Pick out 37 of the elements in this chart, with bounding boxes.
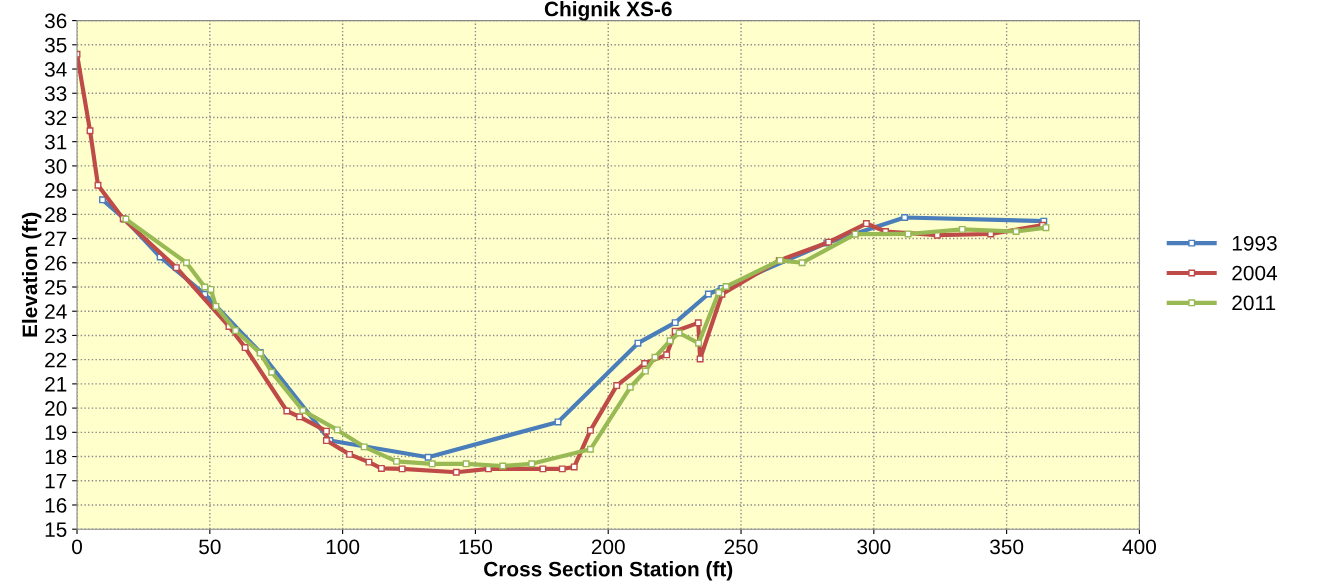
y-tick-label: 25 <box>45 280 67 295</box>
chart-title: Chignik XS-6 <box>544 1 672 21</box>
x-tick-label: 400 <box>1122 539 1156 555</box>
y-tick-label: 20 <box>45 401 67 416</box>
x-tick-label: 50 <box>199 539 221 555</box>
y-tick-label: 19 <box>45 425 67 441</box>
y-tick-label: 31 <box>44 134 67 150</box>
legend-label: 2011 <box>1232 295 1276 311</box>
y-tick-label: 26 <box>45 255 67 271</box>
y-tick-label: 15 <box>45 522 67 537</box>
x-tick-label: 150 <box>459 539 492 555</box>
y-tick-label: 21 <box>45 376 67 392</box>
y-tick-label: 36 <box>44 13 67 29</box>
y-tick-label: 34 <box>44 62 67 77</box>
y-tick-label: 16 <box>45 497 67 513</box>
x-tick-label: 200 <box>591 539 625 555</box>
x-tick-label: 100 <box>326 539 360 555</box>
x-axis-title: Cross Section Station (ft) <box>484 561 733 581</box>
y-tick-label: 32 <box>44 110 67 126</box>
legend-label: 1993 <box>1232 235 1277 251</box>
y-tick-label: 30 <box>44 158 67 174</box>
x-tick-label: 350 <box>990 539 1024 555</box>
y-tick-label: 27 <box>45 231 67 247</box>
y-tick-label: 28 <box>45 207 67 223</box>
y-tick-label: 33 <box>44 86 67 101</box>
y-tick-label: 35 <box>44 37 67 53</box>
x-tick-label: 300 <box>857 539 891 555</box>
legend-label: 2004 <box>1232 265 1278 281</box>
y-axis-title: Elevation (ft) <box>21 212 42 337</box>
y-tick-label: 29 <box>45 183 67 198</box>
y-tick-label: 17 <box>45 473 67 489</box>
x-tick-label: 250 <box>724 539 758 555</box>
y-tick-label: 23 <box>45 328 67 344</box>
y-tick-label: 22 <box>45 352 67 368</box>
x-tick-label: 0 <box>72 539 82 555</box>
y-tick-label: 24 <box>45 304 67 319</box>
y-tick-label: 18 <box>45 449 67 465</box>
